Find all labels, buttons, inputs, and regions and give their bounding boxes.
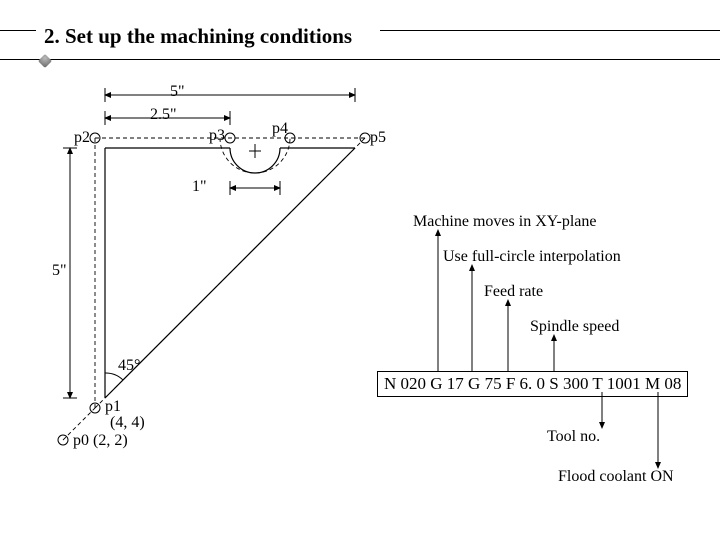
annot-tool: Tool no. (547, 428, 600, 446)
annot-xy: Machine moves in XY-plane (413, 213, 597, 231)
pt-p4: p4 (272, 120, 288, 138)
pt-p5: p5 (370, 129, 386, 147)
dim-1: 1" (192, 178, 207, 196)
pt-p2: p2 (74, 129, 90, 147)
diagram-svg (0, 0, 720, 540)
dim-25: 2.5" (150, 106, 177, 124)
annot-feed: Feed rate (484, 283, 543, 301)
dim-5v: 5" (52, 262, 67, 280)
pt-p1c: (4, 4) (110, 414, 145, 432)
annot-coolant: Flood coolant ON (558, 468, 674, 486)
gcode-line: N 020 G 17 G 75 F 6. 0 S 300 T 1001 M 08 (377, 371, 688, 397)
angle-45: 45° (118, 357, 140, 375)
annot-spindle: Spindle speed (530, 318, 619, 336)
pt-p3: p3 (209, 127, 225, 145)
dim-5h: 5" (170, 83, 185, 101)
annot-interp: Use full-circle interpolation (443, 248, 621, 266)
pt-p0: p0 (2, 2) (73, 432, 128, 450)
